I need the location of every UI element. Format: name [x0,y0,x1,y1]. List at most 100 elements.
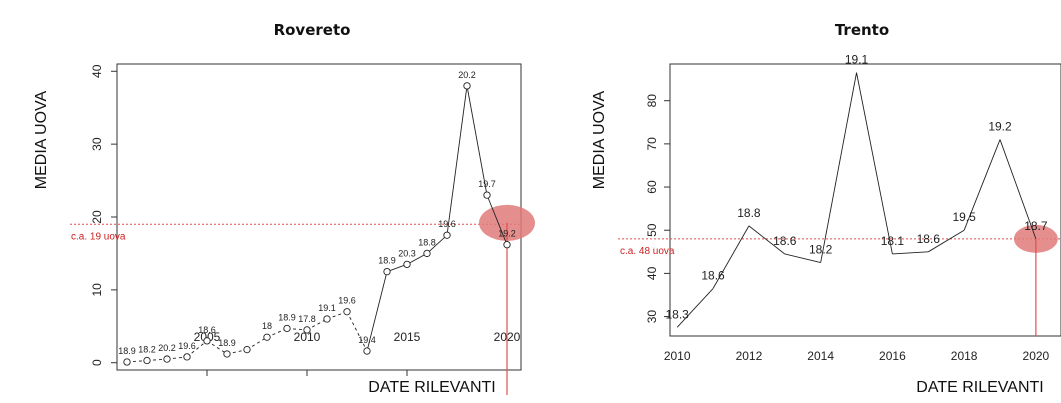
data-point [263,333,271,341]
data-label: 20.3 [398,248,416,258]
x-tick-label: 2010 [294,330,321,344]
data-label: 19.4 [358,335,376,345]
y-tick-label: 30 [645,310,659,324]
series-segment [820,72,857,263]
series-segment [306,318,328,331]
y-tick-label: 80 [645,94,659,108]
series-segment [366,271,388,352]
series-points [123,82,511,366]
data-label: 18.2 [809,243,833,257]
data-label: 18.6 [917,232,941,246]
y-tick-label: 20 [90,210,104,224]
series-segment [206,340,228,355]
x-tick-label: 2014 [807,349,834,363]
data-point [243,345,251,354]
series-segment [712,225,750,289]
data-label: 19.1 [845,53,869,67]
series-segment [186,340,208,358]
series-segment [466,85,488,196]
reference-label: c.a. 19 uova [71,231,126,242]
y-tick-label: 40 [645,266,659,280]
plot-frame [116,63,522,371]
x-tick-label: 2012 [736,349,763,363]
series-lines [676,72,1037,328]
x-tick-label: 2018 [951,349,978,363]
data-label: 19.7 [478,179,496,189]
series-segment [406,253,428,265]
data-point [203,337,211,345]
data-label: 19.2 [988,120,1012,134]
data-label: 18.8 [737,206,761,220]
series-segment [999,139,1037,240]
series-segment [426,234,448,254]
y-tick-label: 0 [90,359,104,366]
data-point [223,350,231,358]
data-point [503,241,511,249]
data-label: 18.2 [138,345,156,355]
data-label: 20.2 [458,70,476,80]
series-segment [856,72,893,255]
series-segment [486,194,508,245]
y-axis-label: MEDIA UOVA [591,90,608,189]
chart-trento: Trento MEDIA UOVA DATE RILEVANTI 2010 201… [591,21,1061,396]
data-label: 18.6 [701,269,725,283]
series-segment [346,311,368,352]
x-axis-label: DATE RILEVANTI [368,379,495,396]
y-tick-label: 60 [645,180,659,194]
y-tick-label: 30 [90,137,104,151]
data-point [183,353,191,361]
chart-rovereto: Rovereto MEDIA UOVA DATE RILEVANTI 2005 2… [33,21,535,396]
data-point [363,347,371,355]
data-label: 19.6 [338,296,356,306]
data-point [323,315,331,323]
series-segment [246,336,268,350]
data-label: 18.9 [218,338,236,348]
plot-frame [669,63,1061,337]
chart-title: Trento [835,21,889,39]
axis-ticks: 2010 2012 2014 2016 2018 2020 30 40 50 60 70 80 [645,94,1050,363]
series-segment [892,251,929,255]
series-segment [446,85,468,236]
data-point [463,82,471,90]
data-point [403,260,411,269]
y-tick-label: 50 [645,223,659,237]
x-tick-label: 2015 [394,330,421,344]
x-tick-label: 2016 [879,349,906,363]
data-label: 18.6 [198,325,216,335]
chart-title: Rovereto [274,21,351,39]
data-label: 19.1 [318,303,336,313]
data-label: 18.6 [773,234,797,248]
data-point [383,267,391,276]
data-point [423,249,431,258]
data-label: 18.8 [418,237,436,247]
data-point [483,191,491,199]
data-label: 18.9 [278,312,296,322]
data-point [343,308,351,316]
y-tick-label: 40 [90,64,104,78]
y-tick-label: 10 [90,283,104,297]
data-label: 18.3 [665,307,689,321]
data-label: 19.2 [498,229,516,239]
series-segment [928,229,965,253]
data-point [163,355,171,363]
x-axis-label: DATE RILEVANTI [916,379,1043,396]
data-label: 19.6 [438,219,456,229]
data-label: 19.5 [952,210,976,224]
point-labels: 18.3 18.6 18.8 18.6 18.2 19.1 18.1 18.6 19.5 19.2… [665,53,1047,322]
reference-label: c.a. 48 uova [620,246,675,257]
data-label: 19.6 [178,341,196,351]
data-label: 18.7 [1024,219,1048,233]
data-point [143,356,151,365]
data-label: 18.9 [378,256,396,266]
series-segment [963,139,1001,231]
x-tick-label: 2010 [664,349,691,363]
series-segment [676,288,714,328]
data-label: 17.8 [298,314,316,324]
x-tick-label: 2020 [1023,349,1050,363]
data-point [443,231,451,239]
data-label: 18.1 [881,234,905,248]
series-segment [784,253,821,264]
